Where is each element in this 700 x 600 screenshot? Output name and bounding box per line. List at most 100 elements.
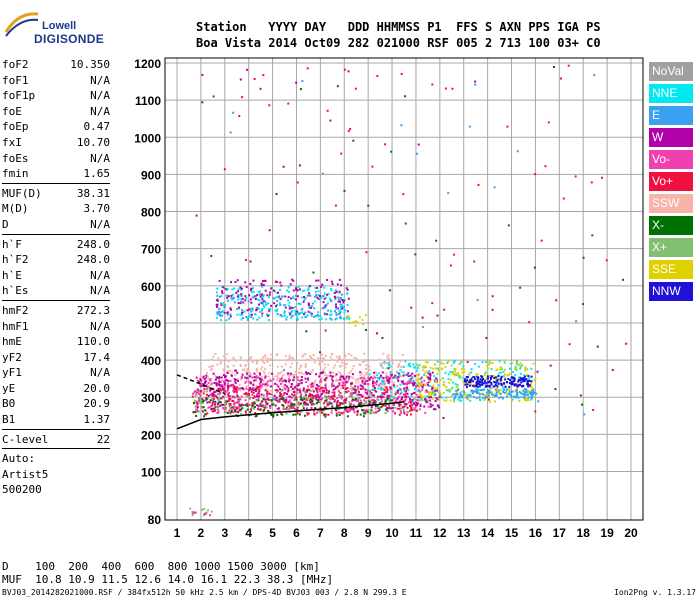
echo-point <box>260 400 263 403</box>
echo-point <box>464 392 467 395</box>
echo-point <box>232 356 235 359</box>
echo-point <box>317 297 320 300</box>
echo-point <box>283 310 286 313</box>
echo-point <box>303 400 306 403</box>
echo-point <box>318 385 321 388</box>
echo-point <box>420 394 423 397</box>
echo-point <box>389 401 392 404</box>
echo-point <box>282 394 285 397</box>
echo-point <box>210 408 213 411</box>
echo-point <box>499 378 502 381</box>
echo-point <box>312 358 315 361</box>
echo-point <box>311 389 314 392</box>
echo-point <box>276 413 279 416</box>
echo-point <box>416 365 419 368</box>
echo-point <box>319 407 322 410</box>
echo-point <box>486 364 489 367</box>
param-row-foes: foEs N/A <box>2 151 110 167</box>
echo-point <box>480 388 483 391</box>
echo-point <box>369 401 372 404</box>
polarization-legend: NoVal NNE E W Vo- Vo+ SSW X- X+ SSE NNW <box>649 62 693 304</box>
echo-point <box>436 381 439 384</box>
echo-point <box>223 168 226 171</box>
echo-point <box>355 399 358 402</box>
echo-point <box>371 398 374 401</box>
echo-point <box>232 399 235 402</box>
echo-point <box>534 410 537 413</box>
echo-point <box>437 384 440 387</box>
param-name: B1 <box>2 413 16 427</box>
echo-point <box>302 389 305 392</box>
echo-point <box>221 387 224 390</box>
echo-point <box>278 394 281 397</box>
echo-point <box>363 377 366 380</box>
echo-point <box>332 384 335 387</box>
echo-point <box>483 373 486 376</box>
echo-point <box>435 397 438 400</box>
echo-point <box>275 305 278 308</box>
echo-point <box>355 381 358 384</box>
echo-point <box>367 409 370 412</box>
echo-point <box>333 391 336 394</box>
echo-point <box>568 343 571 346</box>
echo-point <box>394 391 397 394</box>
echo-point <box>364 400 367 403</box>
echo-point <box>421 386 424 389</box>
file-info-footer: BVJ03_2014282021000.RSF / 384fx512h 50 k… <box>2 588 407 597</box>
echo-point <box>555 299 558 302</box>
echo-point <box>287 387 290 390</box>
echo-point <box>206 401 209 404</box>
echo-point <box>374 371 377 374</box>
echo-point <box>399 369 402 372</box>
echo-point <box>292 297 295 300</box>
echo-point <box>450 388 453 391</box>
echo-point <box>211 397 214 400</box>
echo-point <box>247 300 250 303</box>
echo-point <box>200 508 203 511</box>
echo-point <box>346 288 349 291</box>
echo-point <box>364 397 367 400</box>
legend-item-noval: NoVal <box>649 62 693 81</box>
echo-point <box>302 289 305 292</box>
echo-point <box>413 408 416 411</box>
echo-point <box>403 396 406 399</box>
echo-point <box>514 365 517 368</box>
echo-point <box>245 380 248 383</box>
echo-point <box>371 404 374 407</box>
echo-point <box>222 388 225 391</box>
echo-point <box>372 377 375 380</box>
echo-point <box>473 383 476 386</box>
echo-point <box>259 87 262 90</box>
echo-point <box>411 407 414 410</box>
echo-point <box>332 366 335 369</box>
echo-point <box>258 290 261 293</box>
echo-point <box>354 320 357 323</box>
param-value: 3.70 <box>83 202 111 216</box>
echo-point <box>436 389 439 392</box>
echo-point <box>309 373 312 376</box>
legend-item-e: E <box>649 106 693 125</box>
echo-point <box>308 359 311 362</box>
echo-point <box>357 381 360 384</box>
echo-point <box>423 379 426 382</box>
echo-point <box>370 411 373 414</box>
echo-point <box>314 287 317 290</box>
echo-point <box>277 372 280 375</box>
echo-point <box>331 283 334 286</box>
echo-point <box>446 361 449 364</box>
echo-point <box>221 314 224 317</box>
echo-point <box>245 394 248 397</box>
echo-point <box>324 382 327 385</box>
echo-point <box>524 399 527 402</box>
echo-point <box>294 385 297 388</box>
echo-point <box>493 375 496 378</box>
echo-point <box>388 360 391 363</box>
echo-point <box>267 319 270 322</box>
echo-point <box>361 360 364 363</box>
echo-point <box>313 307 316 310</box>
echo-point <box>275 296 278 299</box>
echo-point <box>261 302 264 305</box>
echo-point <box>282 165 285 168</box>
echo-point <box>268 314 271 317</box>
echo-point <box>338 395 341 398</box>
